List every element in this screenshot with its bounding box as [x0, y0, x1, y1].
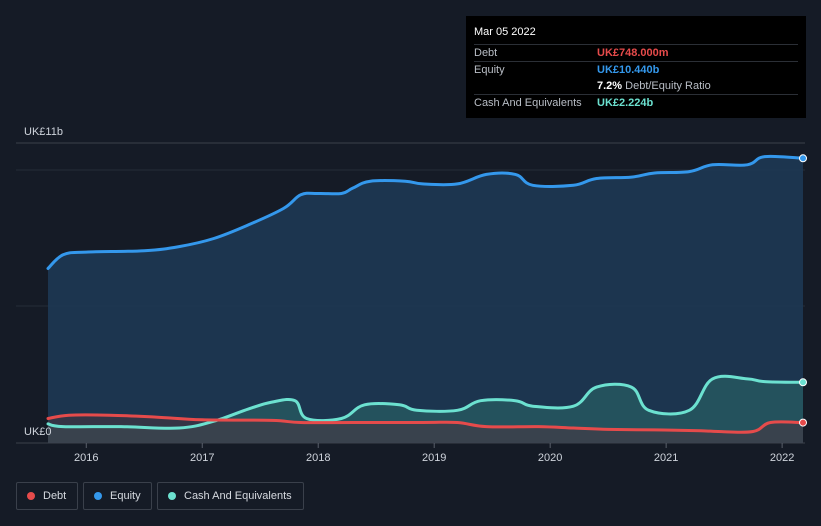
equity-legend-dot-icon: [94, 492, 102, 500]
x-tick-label: 2019: [422, 452, 446, 464]
debt-end-point: [799, 418, 807, 427]
equity-area: [48, 156, 803, 443]
x-tick-label: 2021: [654, 452, 678, 464]
series-areas: [48, 156, 803, 443]
x-tick-label: 2017: [190, 452, 214, 464]
y-axis-bottom-label: UK£0: [24, 426, 52, 438]
x-axis-ticks: 2016 2017 2018 2019 2020 2021 2022: [74, 443, 794, 464]
series-end-markers: [799, 154, 807, 427]
tooltip-debt-value: UK£748.000m: [597, 47, 669, 59]
tooltip-ratio-row: 7.2% Debt/Equity Ratio: [474, 78, 798, 94]
tooltip-debt-row: Debt UK£748.000m: [474, 44, 798, 61]
legend-item-equity[interactable]: Equity: [83, 482, 152, 510]
tooltip-equity-label: Equity: [474, 64, 505, 76]
legend-equity-label: Equity: [110, 490, 141, 502]
cash-end-point: [799, 378, 807, 387]
cash-legend-dot-icon: [168, 492, 176, 500]
debt-line: [46, 413, 805, 434]
equity-line: [46, 154, 805, 270]
legend-debt-label: Debt: [43, 490, 67, 502]
tooltip-cash-label: Cash And Equivalents: [474, 97, 582, 109]
debt-legend-dot-icon: [27, 492, 35, 500]
debt-area: [48, 414, 803, 443]
x-tick-label: 2020: [538, 452, 562, 464]
tooltip-ratio-label: Debt/Equity Ratio: [625, 80, 711, 92]
legend-item-debt[interactable]: Debt: [16, 482, 78, 510]
tooltip-ratio-line: 7.2% Debt/Equity Ratio: [597, 78, 711, 94]
tooltip-cash-value: UK£2.224b: [597, 97, 654, 109]
legend-cash-label: Cash And Equivalents: [184, 490, 292, 502]
tooltip-debt-label: Debt: [474, 47, 498, 59]
tooltip-equity-row: Equity UK£10.440b: [474, 61, 798, 78]
x-tick-label: 2022: [770, 452, 794, 464]
y-axis-top-label: UK£11b: [24, 126, 63, 138]
series-lines: [46, 154, 805, 434]
tooltip-panel: Mar 05 2022 Debt UK£748.000m Equity UK£1…: [466, 16, 806, 118]
tooltip-ratio-value: 7.2%: [597, 80, 623, 92]
tooltip-equity-value: UK£10.440b: [597, 64, 660, 76]
tooltip-cash-row: Cash And Equivalents UK£2.224b: [474, 94, 798, 111]
x-tick-label: 2018: [306, 452, 330, 464]
x-tick-label: 2016: [74, 452, 98, 464]
legend-item-cash[interactable]: Cash And Equivalents: [157, 482, 304, 510]
tooltip-date: Mar 05 2022: [474, 26, 536, 38]
equity-end-point: [799, 154, 807, 163]
